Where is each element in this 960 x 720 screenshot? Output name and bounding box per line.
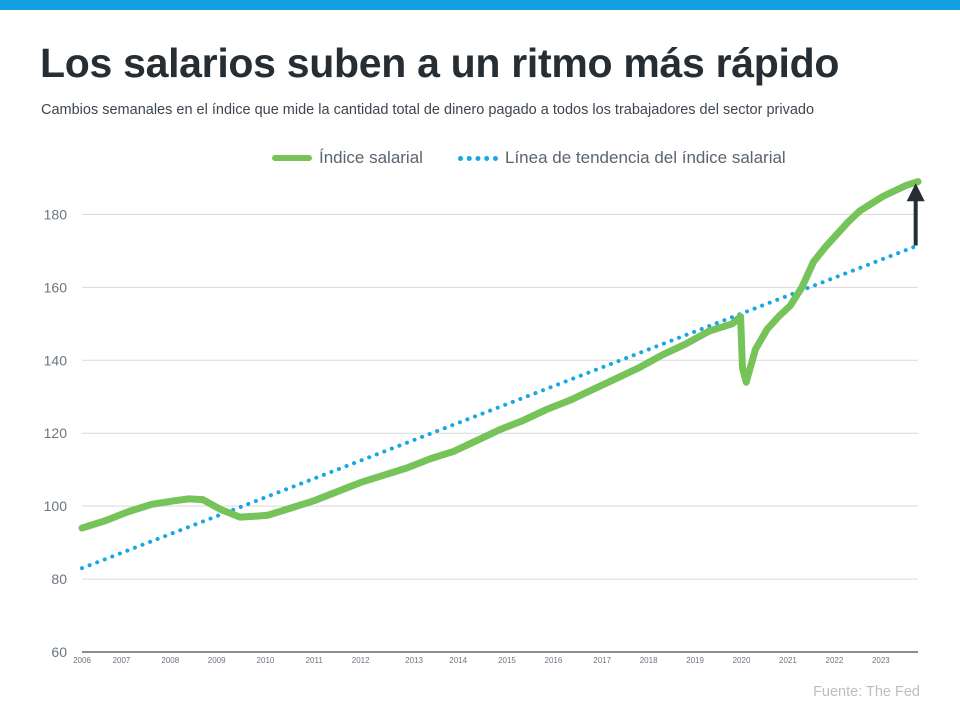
- wage-index-point: [753, 347, 758, 352]
- wage-index-points: [79, 179, 921, 531]
- wage-index-point: [892, 188, 897, 193]
- top-accent-bar: [0, 0, 960, 10]
- source-note: Fuente: The Fed: [813, 684, 920, 700]
- wage-index-point: [637, 365, 642, 370]
- y-tick-label-100: 100: [44, 498, 68, 514]
- x-tick-label-2018: 2018: [640, 656, 658, 665]
- wage-index-point: [706, 328, 712, 334]
- wage-index-point: [743, 379, 749, 385]
- x-tick-label-2009: 2009: [208, 656, 226, 665]
- legend-label-trend-line: Línea de tendencia del índice salarial: [505, 148, 786, 167]
- x-tick-label-2021: 2021: [779, 656, 797, 665]
- wage-index-series: [78, 178, 922, 532]
- wage-index-point: [880, 194, 886, 199]
- wage-index-point: [335, 489, 340, 494]
- wage-index-point: [590, 387, 596, 392]
- y-tick-label-140: 140: [44, 352, 68, 368]
- chart-legend: Índice salarial Línea de tendencia del í…: [0, 148, 960, 172]
- wage-index-point: [788, 303, 793, 308]
- legend-label-wage-index: Índice salarial: [319, 148, 423, 167]
- wage-index-point: [381, 472, 387, 478]
- x-tick-label-2023: 2023: [872, 656, 890, 665]
- wage-index-point: [869, 201, 874, 206]
- wage-index-point: [521, 418, 526, 423]
- wage-index-point: [237, 514, 243, 520]
- x-tick-label-2022: 2022: [826, 656, 844, 665]
- wage-index-point: [256, 513, 261, 519]
- x-tick-label-2017: 2017: [593, 656, 611, 665]
- page-title: Los salarios suben a un ritmo más rápido: [40, 40, 840, 86]
- wage-index-point: [103, 518, 108, 523]
- wage-index-point: [915, 179, 921, 184]
- x-tick-label-2013: 2013: [405, 656, 423, 665]
- wage-index-point: [404, 465, 410, 471]
- x-tick-label-2015: 2015: [498, 656, 516, 665]
- wage-index-point: [776, 314, 781, 319]
- wage-index-point: [567, 398, 572, 403]
- wage-index-point: [857, 208, 863, 214]
- y-tick-label-120: 120: [44, 425, 68, 441]
- wage-index-point: [822, 245, 828, 250]
- wage-index-point: [186, 496, 192, 502]
- x-tick-label-2019: 2019: [686, 656, 704, 665]
- wage-index-point: [613, 376, 619, 381]
- trend-line-series: [80, 243, 920, 571]
- wage-index-point: [740, 365, 745, 370]
- y-tick-label-180: 180: [44, 206, 68, 222]
- x-tick-label-2008: 2008: [161, 656, 179, 665]
- wage-index-point: [660, 352, 665, 358]
- x-tick-label-2006: 2006: [73, 656, 91, 665]
- legend-swatch-dotted-line: [458, 155, 498, 161]
- wage-index-point: [834, 232, 839, 237]
- wage-index-point: [149, 502, 154, 507]
- x-tick-label-2016: 2016: [545, 656, 563, 665]
- wage-index-point: [497, 427, 503, 432]
- x-tick-label-2007: 2007: [113, 656, 131, 665]
- wage-index-point: [811, 259, 816, 265]
- wage-index-point: [846, 219, 851, 224]
- wage-index-point: [358, 480, 363, 485]
- x-tick-label-2012: 2012: [352, 656, 370, 665]
- wage-index-point: [265, 513, 270, 518]
- wage-index-point: [544, 407, 549, 412]
- wage-index-point: [312, 498, 317, 503]
- wage-index-point: [730, 321, 735, 327]
- x-tick-label-2011: 2011: [306, 656, 324, 665]
- wage-index-point: [764, 327, 770, 332]
- legend-item-trend-line: Línea de tendencia del índice salarial: [458, 148, 786, 168]
- wage-index-point: [288, 505, 294, 511]
- wage-index-point: [79, 525, 85, 531]
- wage-index-point: [799, 285, 805, 290]
- y-tick-label-60: 60: [51, 644, 67, 660]
- wage-index-point: [904, 183, 909, 188]
- wage-index-point: [474, 438, 479, 443]
- wage-index-point: [738, 314, 743, 319]
- wage-index-point: [172, 498, 178, 503]
- wage-index-point: [683, 341, 688, 347]
- page-subtitle: Cambios semanales en el índice que mide …: [41, 102, 815, 118]
- wage-index-point: [219, 507, 224, 512]
- y-tick-label-80: 80: [51, 571, 67, 587]
- x-tick-label-2020: 2020: [733, 656, 751, 665]
- legend-item-wage-index: Índice salarial: [272, 148, 423, 168]
- wage-index-point: [126, 509, 131, 514]
- arrow-up-icon: [906, 183, 925, 202]
- wage-index-point: [200, 497, 205, 502]
- legend-swatch-solid-line: [272, 155, 312, 161]
- wage-index-point: [451, 449, 456, 454]
- y-tick-label-160: 160: [44, 279, 68, 295]
- wage-index-point: [428, 456, 433, 461]
- x-tick-label-2010: 2010: [257, 656, 275, 665]
- x-tick-label-2014: 2014: [449, 656, 467, 665]
